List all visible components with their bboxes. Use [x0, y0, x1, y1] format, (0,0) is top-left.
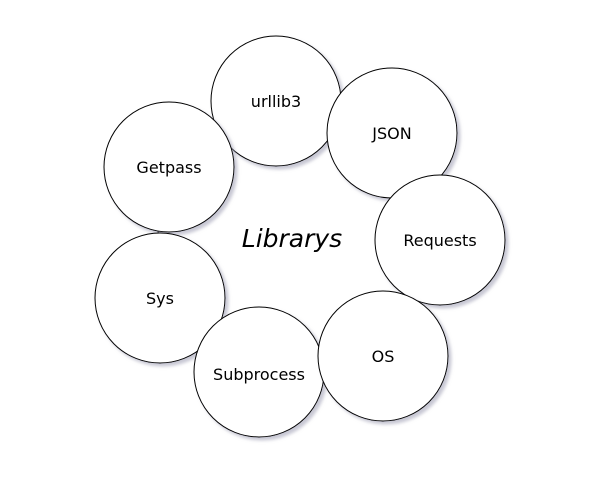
center-label: Librarys: [242, 224, 342, 253]
node-circle: [94, 232, 226, 364]
node-label: urllib3: [251, 92, 301, 111]
node-requests: Requests: [374, 174, 506, 306]
node-label: Requests: [403, 231, 476, 250]
node-label: Subprocess: [213, 365, 305, 384]
node-sys: Sys: [94, 232, 226, 364]
node-getpass: Getpass: [103, 101, 235, 233]
node-circle: [103, 101, 235, 233]
node-label: Getpass: [136, 158, 201, 177]
node-label: OS: [372, 347, 395, 366]
node-label: Sys: [146, 289, 174, 308]
node-circle: [317, 290, 449, 422]
node-os: OS: [317, 290, 449, 422]
node-subprocess: Subprocess: [193, 306, 325, 438]
node-label: JSON: [371, 124, 411, 143]
node-circle: [374, 174, 506, 306]
